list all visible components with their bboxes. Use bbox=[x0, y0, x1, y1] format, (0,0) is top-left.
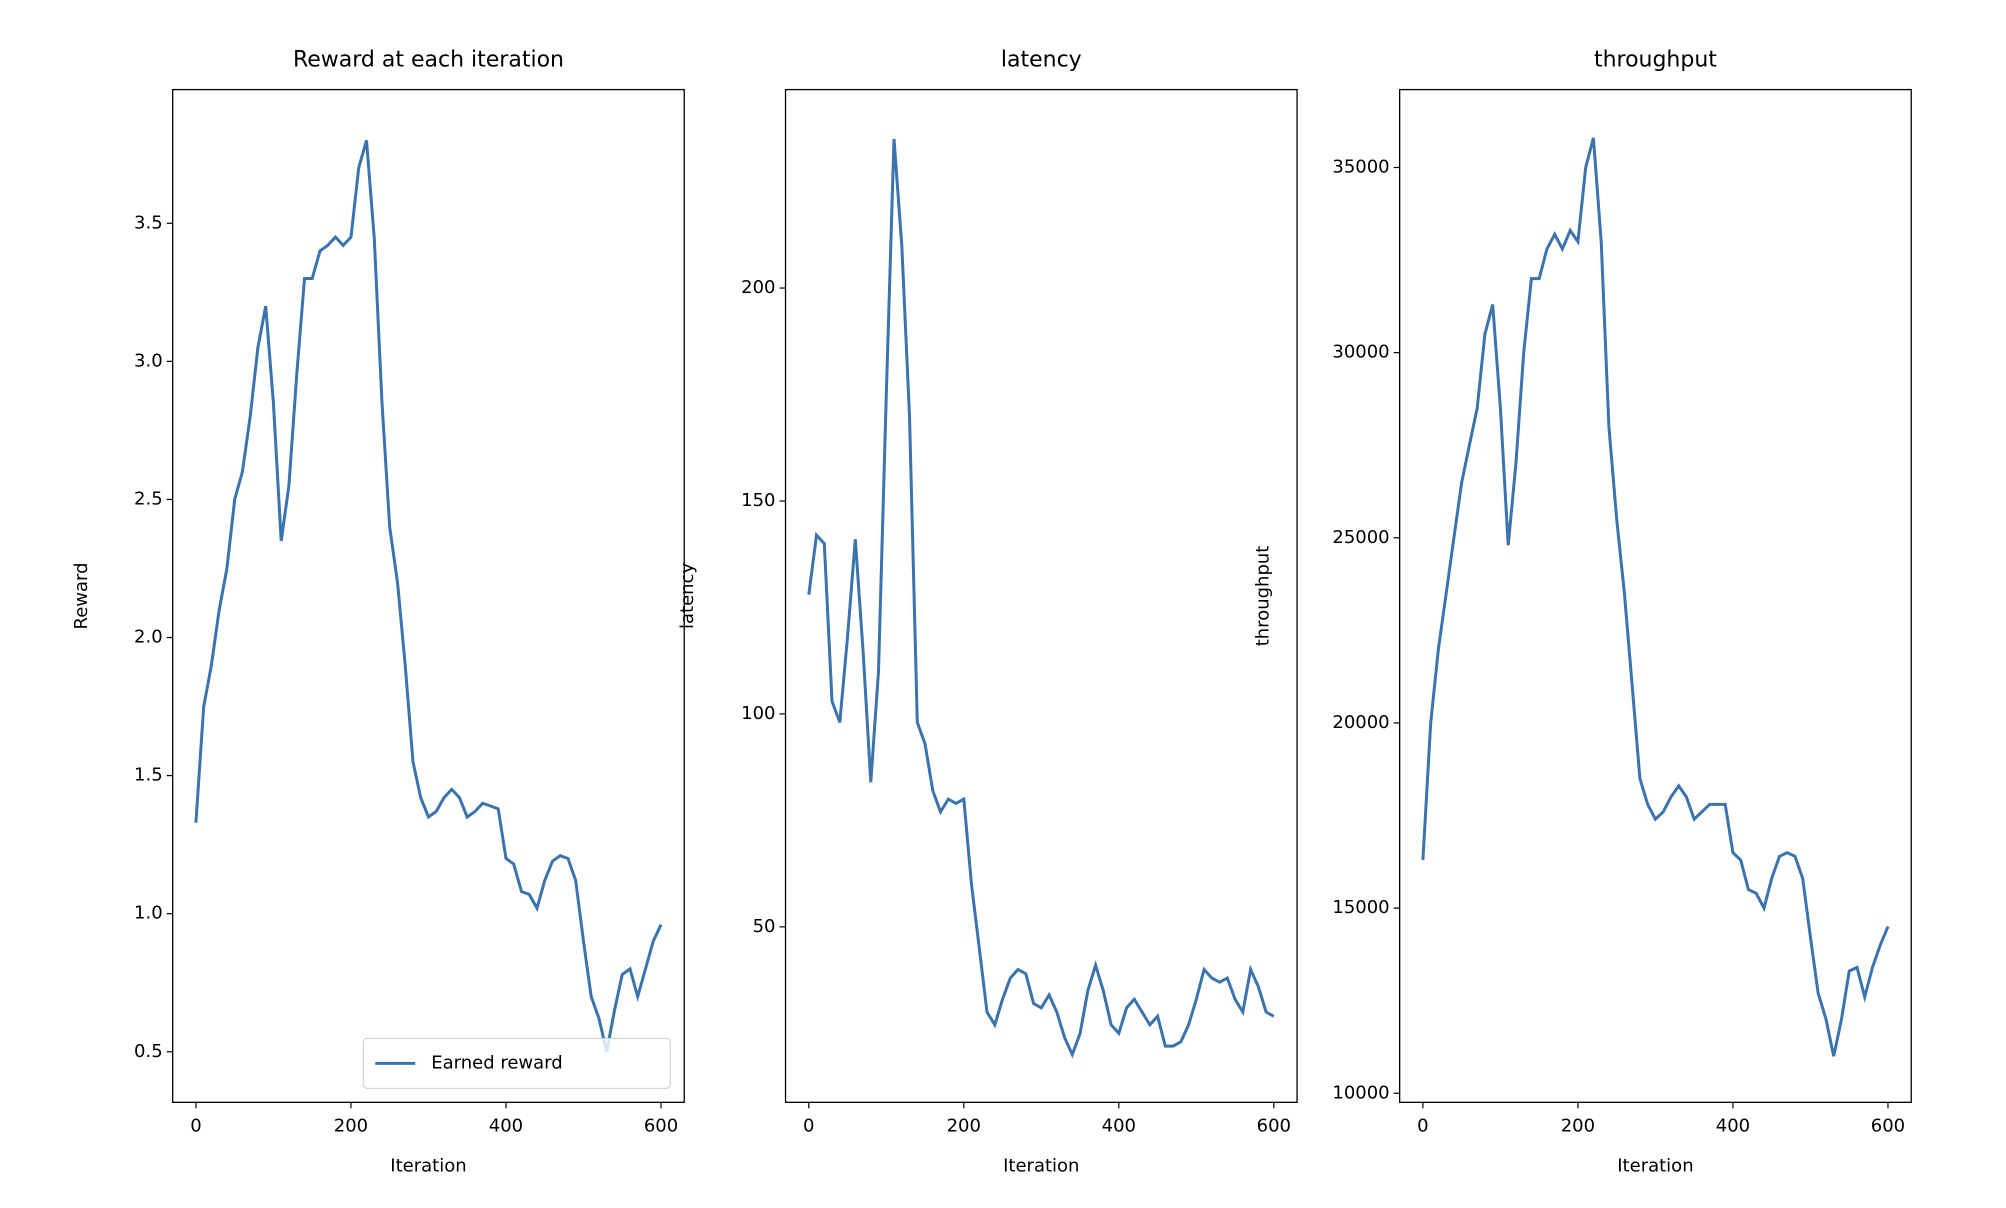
y-tick-label: 200 bbox=[741, 277, 775, 298]
data-line bbox=[1421, 137, 1890, 1057]
plot-frame bbox=[172, 88, 685, 1103]
plot-frame bbox=[1399, 88, 1912, 1103]
x-tick-label: 200 bbox=[334, 1115, 368, 1136]
legend: Earned reward bbox=[362, 1037, 671, 1089]
y-tick-label: 2.0 bbox=[134, 627, 163, 648]
y-axis-label: throughput bbox=[1252, 546, 1273, 647]
y-tick-label: 2.5 bbox=[134, 488, 163, 509]
y-tick-label: 0.5 bbox=[134, 1041, 163, 1062]
y-tick-label: 35000 bbox=[1332, 156, 1389, 177]
chart-title: latency bbox=[1001, 48, 1082, 73]
x-tick-label: 0 bbox=[1417, 1115, 1428, 1136]
x-tick-label: 200 bbox=[1561, 1115, 1595, 1136]
subplot: Reward at each iteration 0 200 400 600 0.5 1.0… bbox=[71, 48, 685, 1176]
data-line bbox=[807, 138, 1275, 1059]
y-tick-label: 20000 bbox=[1332, 712, 1389, 733]
x-tick-label: 600 bbox=[1871, 1115, 1905, 1136]
y-tick-label: 30000 bbox=[1332, 342, 1389, 363]
y-tick-label: 150 bbox=[741, 490, 775, 511]
y-axis-label: latency bbox=[677, 563, 698, 629]
y-tick-label: 3.5 bbox=[134, 212, 163, 233]
x-tick-label: 200 bbox=[947, 1115, 981, 1136]
x-tick-label: 400 bbox=[489, 1115, 523, 1136]
y-tick-label: 1.5 bbox=[134, 765, 163, 786]
x-tick-label: 600 bbox=[1257, 1115, 1291, 1136]
y-tick-label: 100 bbox=[741, 703, 775, 724]
subplot: throughput 0 200 400 600 10000 15000 20000 25000… bbox=[1252, 48, 1912, 1176]
x-tick-label: 600 bbox=[644, 1115, 678, 1136]
y-tick-label: 50 bbox=[753, 916, 776, 937]
x-tick-label: 400 bbox=[1102, 1115, 1136, 1136]
data-line bbox=[194, 139, 663, 1053]
x-tick-label: 0 bbox=[190, 1115, 201, 1136]
y-tick-label: 25000 bbox=[1332, 527, 1389, 548]
x-axis-label: Iteration bbox=[1617, 1155, 1693, 1176]
plot-frame bbox=[784, 88, 1298, 1103]
x-tick-label: 0 bbox=[803, 1115, 814, 1136]
chart-title: throughput bbox=[1594, 48, 1717, 73]
y-tick-label: 10000 bbox=[1332, 1082, 1389, 1103]
x-axis-label: Iteration bbox=[390, 1155, 466, 1176]
legend-label: Earned reward bbox=[431, 1052, 562, 1073]
y-axis-label: Reward bbox=[71, 562, 92, 629]
x-tick-label: 400 bbox=[1716, 1115, 1750, 1136]
legend-box bbox=[362, 1037, 671, 1089]
y-tick-label: 3.0 bbox=[134, 350, 163, 371]
subplot: latency 0 200 400 600 50 100 150 200 Iteration lat… bbox=[677, 48, 1298, 1176]
chart-title: Reward at each iteration bbox=[293, 48, 564, 73]
y-tick-label: 15000 bbox=[1332, 897, 1389, 918]
y-tick-label: 1.0 bbox=[134, 903, 163, 924]
x-axis-label: Iteration bbox=[1003, 1155, 1079, 1176]
